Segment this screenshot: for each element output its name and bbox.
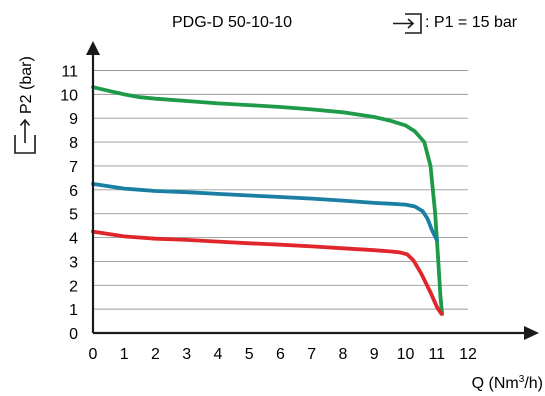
x-tick-label-11: 11 <box>428 346 445 363</box>
x-tick-label-8: 8 <box>339 346 348 363</box>
y-tick-label-5: 5 <box>69 207 78 224</box>
x-tick-label-2: 2 <box>151 346 160 363</box>
y-tick-label-4: 4 <box>69 231 78 248</box>
x-axis-label-prefix: Q (Nm <box>472 375 519 392</box>
x-tick-label-12: 12 <box>459 346 477 363</box>
y-tick-label-9: 9 <box>69 111 78 128</box>
x-tick-label-0: 0 <box>89 346 98 363</box>
y-axis-label: P2 (bar) <box>18 56 35 114</box>
x-tick-label-3: 3 <box>182 346 191 363</box>
y-axis-arrowhead <box>86 41 100 55</box>
y-tick-label-10: 10 <box>60 87 78 104</box>
axes <box>86 41 539 340</box>
y-tick-labels: 0 1 2 3 4 5 6 7 8 9 10 11 <box>60 64 78 344</box>
y-tick-label-8: 8 <box>69 135 78 152</box>
x-tick-label-7: 7 <box>307 346 316 363</box>
y-tick-label-7: 7 <box>69 159 78 176</box>
y-tick-label-1: 1 <box>69 302 78 319</box>
x-axis-arrowhead <box>524 326 539 340</box>
y-tick-label-11: 11 <box>61 64 78 81</box>
x-tick-label-5: 5 <box>245 346 254 363</box>
x-axis-label-suffix: /h) <box>524 375 543 392</box>
y-tick-label-3: 3 <box>69 254 78 271</box>
chart-title: PDG-D 50-10-10 <box>172 14 292 31</box>
y-tick-label-0: 0 <box>69 326 78 343</box>
x-tick-label-6: 6 <box>276 346 285 363</box>
outlet-arrow-icon <box>14 118 36 154</box>
x-tick-label-10: 10 <box>397 346 415 363</box>
x-tick-label-4: 4 <box>214 346 223 363</box>
inlet-arrow-icon <box>393 13 422 34</box>
series-line-3 <box>91 229 444 316</box>
x-tick-labels: 0 1 2 3 4 5 6 7 8 9 10 11 12 <box>89 346 477 363</box>
x-axis-label: Q (Nm3/h) <box>472 374 543 392</box>
x-axis-label-sup: 3 <box>519 374 525 385</box>
x-tick-label-1: 1 <box>120 346 129 363</box>
inlet-pressure-label: : P1 = 15 bar <box>425 14 518 31</box>
series-line-1 <box>91 85 444 316</box>
y-tick-label-6: 6 <box>69 183 78 200</box>
series-line-2 <box>91 182 439 242</box>
y-tick-label-2: 2 <box>69 278 78 295</box>
series-group <box>91 85 444 316</box>
x-tick-label-9: 9 <box>370 346 379 363</box>
